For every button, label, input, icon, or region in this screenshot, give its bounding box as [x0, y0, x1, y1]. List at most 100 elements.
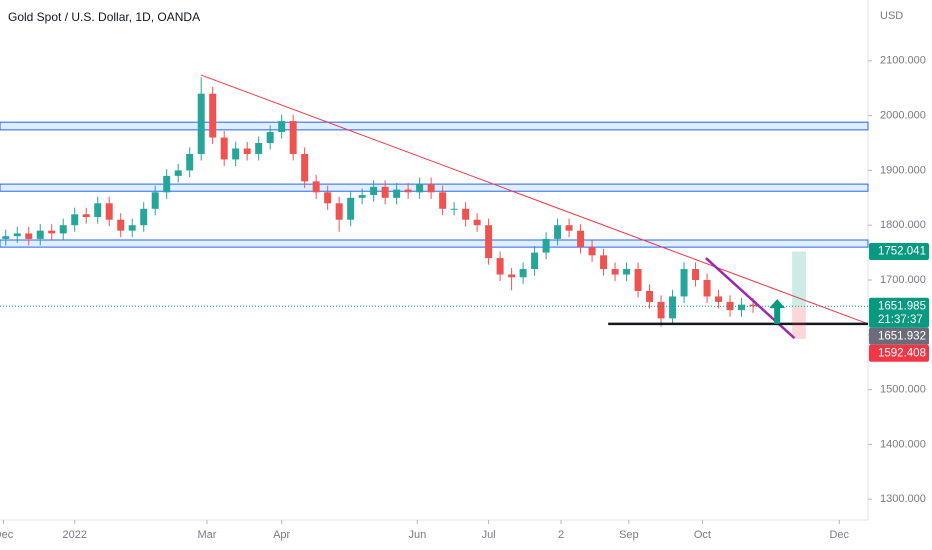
candle-body: [163, 175, 171, 193]
y-tick-label: 1300.000: [880, 493, 926, 505]
arrow: [769, 299, 786, 324]
candle-body: [117, 219, 125, 231]
position-target: [792, 251, 806, 307]
candle-body: [48, 230, 56, 234]
candle-body: [462, 208, 470, 220]
candle-body: [335, 203, 343, 220]
candle-body: [450, 208, 458, 210]
candle-body: [94, 203, 102, 217]
candle-body: [278, 121, 286, 133]
candle-body: [36, 230, 44, 239]
price-label-box: [869, 344, 929, 362]
candle-body: [209, 93, 217, 138]
x-tick-label: Jun: [408, 529, 426, 541]
candle-body: [243, 148, 251, 154]
candle-body: [439, 192, 447, 209]
candle-body: [266, 132, 274, 144]
candle-body: [347, 197, 355, 220]
price-label-countdown: 21:37:37: [878, 314, 923, 326]
zone: [0, 121, 869, 131]
candle-body: [646, 290, 654, 302]
y-tick-label: 1500.000: [880, 383, 926, 395]
candle-body: [738, 304, 746, 311]
candle-body: [692, 269, 700, 280]
candle-body: [726, 301, 734, 311]
y-axis-label: USD: [880, 10, 903, 22]
trend-line: [201, 74, 869, 325]
y-tick-label: 1800.000: [880, 219, 926, 231]
candle-body: [232, 148, 240, 160]
candle-body: [531, 252, 539, 270]
candle-body: [186, 153, 194, 171]
x-tick-label: Dec: [829, 529, 849, 541]
candle-body: [427, 184, 435, 193]
price-label: 1651.985: [878, 300, 926, 312]
candle-body: [588, 247, 596, 256]
candle-body: [519, 269, 527, 278]
candle-body: [128, 225, 136, 231]
x-tick-label: Sep: [619, 529, 639, 541]
candle-body: [600, 255, 608, 270]
candle-body: [496, 258, 504, 275]
x-tick-label: Apr: [273, 529, 290, 541]
candle-body: [255, 143, 263, 154]
candle-body: [623, 269, 631, 275]
candle-body: [301, 153, 309, 182]
candle-body: [358, 195, 366, 198]
x-tick-label: Oct: [694, 529, 711, 541]
candle-body: [404, 189, 412, 193]
candle-body: [174, 170, 182, 176]
price-label-box: [869, 327, 929, 345]
price-label: 1752.041: [878, 246, 926, 258]
candle-body: [197, 93, 205, 154]
candle-body: [289, 121, 297, 154]
candle-body: [565, 225, 573, 231]
price-label-box: [869, 297, 929, 328]
x-tick-label: Jul: [482, 529, 496, 541]
candle-body: [312, 181, 320, 193]
price-label: 1592.408: [878, 347, 926, 359]
plot: [0, 74, 869, 340]
x-tick-label: Dec: [0, 529, 14, 541]
candle-body: [105, 203, 113, 220]
x-tick-label: Mar: [197, 529, 216, 541]
candle-body: [703, 280, 711, 297]
zone: [0, 239, 869, 248]
candle-body: [669, 296, 677, 319]
candle-body: [82, 214, 90, 217]
candle-body: [2, 236, 10, 239]
y-tick-label: 1400.000: [880, 438, 926, 450]
candle-body: [25, 233, 33, 239]
candle-body: [324, 192, 332, 204]
y-tick-label: 2000.000: [880, 110, 926, 122]
candle-body: [370, 186, 378, 196]
candle-body: [151, 192, 159, 209]
position-stop: [792, 306, 806, 339]
candle-body: [473, 219, 481, 226]
candle-body: [381, 186, 389, 198]
price-label: 1651.932: [878, 330, 926, 342]
y-tick-label: 1900.000: [880, 164, 926, 176]
candle-body: [542, 238, 550, 253]
candle-body: [393, 189, 401, 198]
chart-title: Gold Spot / U.S. Dollar, 1D, OANDA: [8, 10, 200, 24]
candle-body: [59, 225, 67, 234]
candle-body: [634, 269, 642, 291]
candle-body: [13, 233, 21, 237]
candle-body: [140, 208, 148, 226]
candle-body: [657, 301, 665, 319]
candle-body: [680, 269, 688, 297]
x-tick-label: 2: [558, 529, 564, 541]
x-tick-label: 2022: [62, 529, 86, 541]
price-label-box: [869, 242, 929, 260]
candle-body: [611, 269, 619, 275]
candle-body: [749, 304, 757, 307]
candle-body: [220, 137, 228, 160]
y-tick-label: 1700.000: [880, 274, 926, 286]
candle-body: [577, 230, 585, 248]
candle-body: [508, 274, 516, 278]
candle-body: [715, 296, 723, 302]
candle-body: [71, 214, 79, 226]
